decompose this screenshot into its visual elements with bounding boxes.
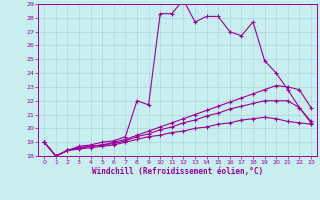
X-axis label: Windchill (Refroidissement éolien,°C): Windchill (Refroidissement éolien,°C) <box>92 167 263 176</box>
